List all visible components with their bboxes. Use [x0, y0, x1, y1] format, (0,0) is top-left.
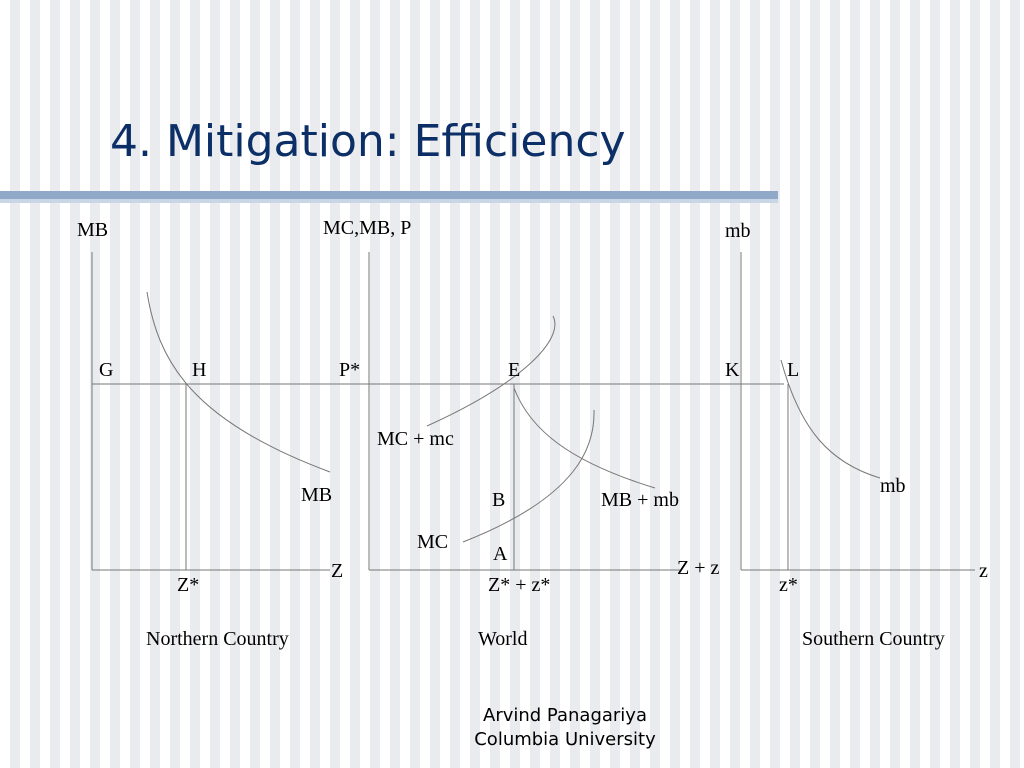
point-h-label: H — [192, 359, 207, 381]
slide-title: 4. Mitigation: Efficiency — [110, 116, 626, 167]
south-mb-curve-label: mb — [880, 475, 906, 497]
point-l-label: L — [787, 359, 800, 381]
north-mb-curve — [146, 291, 331, 473]
point-b-label: B — [492, 489, 506, 511]
point-k-label: K — [725, 359, 740, 381]
point-e-label: E — [508, 359, 521, 381]
south-mb-curve — [780, 359, 881, 479]
price-label: P* — [339, 359, 361, 381]
mc-curve-label: MC — [417, 531, 449, 553]
world-caption: World — [478, 628, 528, 650]
south-quantity-label: z* — [779, 574, 798, 596]
mb-sum-curve-label: MB + mb — [601, 489, 679, 511]
point-g-label: G — [99, 359, 114, 381]
north-mb-curve-label: MB — [301, 484, 333, 506]
south-x-axis-label: z — [979, 560, 988, 582]
title-underline-shadow — [0, 199, 778, 203]
point-a-label: A — [493, 543, 508, 565]
world-mc-curve — [462, 409, 595, 543]
south-y-axis-label: mb — [725, 220, 751, 242]
world-y-axis-label: MC,MB, P — [323, 217, 412, 239]
world-x-axis-label: Z + z — [677, 557, 720, 579]
footer-author: Arvind Panagariya — [483, 705, 647, 726]
north-quantity-label: Z* — [177, 574, 200, 596]
south-caption: Southern Country — [802, 628, 945, 650]
north-y-axis-label: MB — [77, 219, 109, 241]
world-quantity-label: Z* + z* — [488, 574, 551, 596]
north-x-axis-label: Z — [331, 560, 344, 582]
north-caption: Northern Country — [146, 628, 289, 650]
world-mc-sum-curve — [426, 315, 556, 427]
world-mb-sum-curve — [513, 387, 656, 489]
title-underline — [0, 191, 778, 199]
footer-institution: Columbia University — [474, 729, 656, 750]
mc-sum-curve-label: MC + mc — [377, 428, 454, 450]
